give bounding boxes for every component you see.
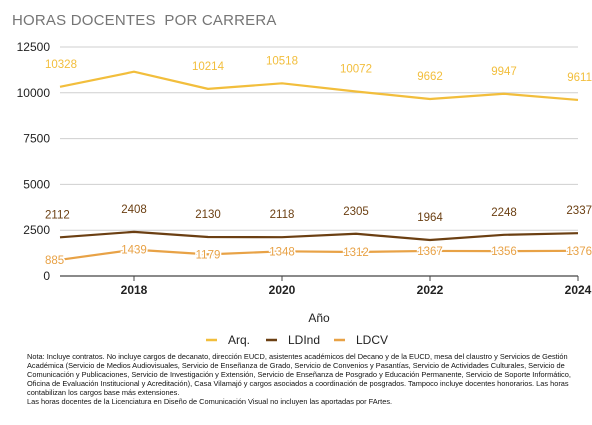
data-label: 10328 xyxy=(45,59,77,71)
data-label: 2130 xyxy=(195,209,221,221)
legend-label: Arq. xyxy=(228,333,250,347)
series-lines xyxy=(59,70,579,261)
series-line-ldcv xyxy=(59,248,579,261)
data-label: 10214 xyxy=(192,61,225,73)
data-label: 1179 xyxy=(196,249,221,261)
chart-title: HORAS DOCENTES POR CARRERA xyxy=(12,12,277,29)
data-labels: 10328 10214 10518 10072 9662 9947 9611 2112 2408… xyxy=(44,55,592,268)
data-label: 2305 xyxy=(343,206,369,218)
data-label: 9611 xyxy=(567,72,592,84)
y-tick-label: 5000 xyxy=(23,177,50,191)
data-label: 2337 xyxy=(566,205,592,217)
x-axis-ticks: 2018 2020 2022 2024 xyxy=(121,276,592,297)
x-tick-label: 2018 xyxy=(121,283,148,297)
series-line-ldind xyxy=(59,230,579,242)
y-tick-label: 0 xyxy=(43,269,50,283)
y-tick-label: 12500 xyxy=(17,40,51,54)
y-tick-label: 2500 xyxy=(23,223,50,237)
data-label: 1964 xyxy=(417,212,443,224)
legend-label: LDInd xyxy=(288,333,320,347)
legend: Arq. LDInd LDCV xyxy=(206,333,388,347)
gridlines xyxy=(60,46,578,277)
data-label: 1348 xyxy=(269,246,295,258)
data-label: 9947 xyxy=(491,66,517,78)
legend-item: Arq. xyxy=(206,333,250,347)
chart-footnote: Nota: Incluye contratos. No incluye carg… xyxy=(27,352,575,406)
data-label: 1367 xyxy=(417,246,443,258)
data-label: 1376 xyxy=(566,246,592,258)
y-axis-ticks: 0 2500 5000 7500 10000 12500 xyxy=(17,40,51,283)
data-label: 1439 xyxy=(121,245,147,257)
data-label: 10518 xyxy=(266,55,298,67)
data-label: 2248 xyxy=(491,207,517,219)
data-label: 10072 xyxy=(340,63,372,75)
legend-item: LDInd xyxy=(266,333,320,347)
y-tick-label: 10000 xyxy=(17,86,51,100)
data-label: 2112 xyxy=(45,209,70,221)
data-label: 2408 xyxy=(121,204,147,216)
legend-label: LDCV xyxy=(356,333,388,347)
footnote-line: Las horas docentes de la Licenciatura en… xyxy=(27,396,393,406)
x-axis-title: Año xyxy=(308,311,330,325)
x-tick-label: 2020 xyxy=(269,283,296,297)
data-label: 9662 xyxy=(417,71,443,83)
data-label: 1356 xyxy=(491,246,517,258)
legend-item: LDCV xyxy=(334,333,388,347)
data-label: 885 xyxy=(45,255,64,267)
x-tick-label: 2024 xyxy=(565,283,592,297)
footnote-line: Nota: Incluye contratos. No incluye carg… xyxy=(27,352,571,397)
x-tick-label: 2022 xyxy=(417,283,444,297)
y-tick-label: 7500 xyxy=(23,132,50,146)
line-chart: 0 2500 5000 7500 10000 12500 2018 2020 2022 2024… xyxy=(17,40,592,347)
data-label: 1312 xyxy=(343,247,369,259)
data-label: 2118 xyxy=(270,209,295,221)
series-line-arq xyxy=(59,70,579,102)
